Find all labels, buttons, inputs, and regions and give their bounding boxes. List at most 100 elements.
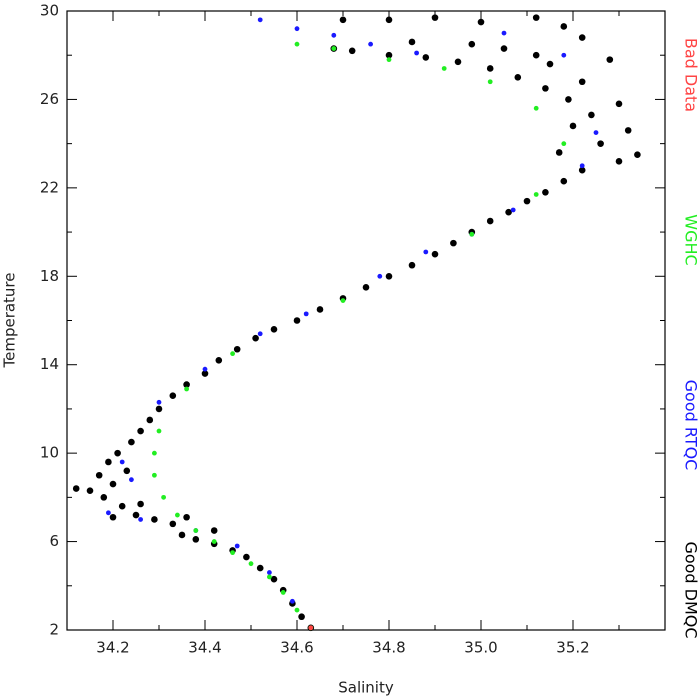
point	[308, 625, 314, 631]
point	[129, 477, 134, 483]
point	[385, 51, 393, 59]
point	[243, 553, 250, 561]
y-tick-label: 26	[40, 90, 59, 108]
legend-entry: WGHC	[682, 214, 700, 265]
x-tick-label: 34.2	[96, 639, 129, 657]
point	[454, 58, 462, 66]
point	[152, 472, 157, 478]
point	[211, 539, 217, 544]
point	[431, 14, 439, 21]
point	[569, 122, 577, 130]
point	[408, 38, 416, 46]
point	[293, 317, 301, 324]
point	[578, 166, 586, 174]
point	[597, 140, 604, 147]
x-tick-label: 34.4	[188, 639, 221, 657]
point	[257, 17, 263, 23]
point	[294, 607, 300, 613]
point	[624, 127, 632, 134]
point	[294, 41, 300, 47]
point	[230, 550, 236, 556]
point	[290, 598, 295, 604]
point	[339, 16, 347, 24]
point	[201, 370, 209, 377]
point	[183, 513, 190, 521]
point	[578, 34, 586, 41]
legend-entry: Bad Data	[682, 38, 700, 112]
point	[192, 536, 200, 543]
point	[422, 54, 430, 61]
point	[267, 570, 272, 575]
plot-frame	[66, 10, 666, 631]
point	[468, 40, 476, 48]
point	[169, 392, 177, 399]
point	[175, 512, 180, 518]
point	[386, 57, 392, 63]
point	[105, 458, 112, 466]
point	[132, 511, 140, 519]
point	[178, 531, 186, 539]
point	[152, 450, 157, 456]
point	[561, 52, 567, 58]
point	[560, 177, 568, 185]
point	[298, 613, 305, 621]
point	[252, 334, 259, 342]
point	[119, 459, 125, 465]
point	[501, 30, 507, 36]
point	[532, 14, 540, 21]
point	[100, 494, 108, 501]
point	[546, 60, 554, 68]
point	[106, 510, 111, 516]
y-tick-label: 22	[40, 178, 59, 196]
point	[408, 261, 416, 269]
point	[234, 543, 240, 549]
point	[257, 331, 263, 337]
point	[565, 96, 572, 103]
point	[505, 208, 512, 216]
point	[362, 284, 370, 291]
point	[267, 574, 272, 580]
y-tick-label: 30	[40, 2, 59, 20]
point	[109, 513, 117, 521]
point	[368, 41, 373, 47]
point	[579, 163, 585, 169]
point	[294, 26, 300, 32]
point	[500, 45, 508, 52]
point	[137, 500, 144, 508]
point	[555, 149, 563, 156]
point	[486, 217, 494, 225]
x-tick-label: 34.6	[280, 639, 313, 657]
point	[72, 485, 80, 492]
point	[588, 111, 595, 119]
point	[542, 188, 549, 196]
point	[331, 32, 337, 38]
point	[340, 298, 346, 304]
point	[348, 47, 356, 55]
point	[303, 311, 309, 317]
point	[414, 50, 419, 56]
y-axis-label: Temperature	[1, 272, 19, 368]
point	[248, 561, 254, 567]
point	[128, 438, 135, 446]
point	[487, 79, 493, 85]
point	[270, 326, 278, 333]
point	[210, 527, 218, 534]
x-tick-label: 34.8	[372, 639, 405, 657]
point	[469, 231, 475, 237]
point	[137, 427, 144, 435]
point	[593, 130, 599, 135]
point	[377, 273, 383, 279]
point	[161, 494, 167, 500]
point	[385, 16, 393, 24]
point	[155, 405, 163, 413]
point	[431, 250, 439, 258]
point	[156, 399, 162, 405]
y-tick-label: 10	[40, 444, 59, 462]
point	[533, 192, 539, 197]
point	[151, 516, 158, 523]
point	[615, 158, 623, 165]
point	[233, 345, 241, 353]
point	[450, 239, 457, 247]
y-tick-label: 14	[40, 355, 59, 373]
point	[510, 207, 516, 213]
